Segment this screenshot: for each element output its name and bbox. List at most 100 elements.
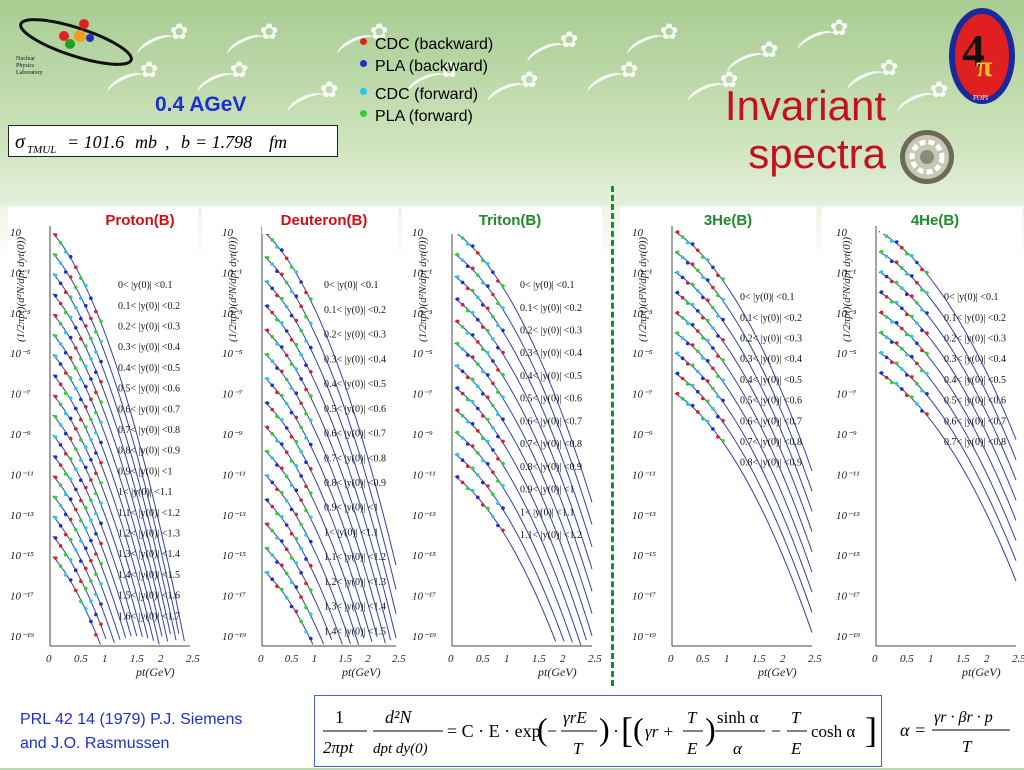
data-point: [79, 458, 83, 462]
data-point: [304, 581, 308, 586]
data-point: [270, 553, 275, 557]
data-point: [501, 328, 505, 333]
data-point: [470, 377, 475, 382]
x-tick-label: 1.5: [752, 653, 766, 665]
data-point: [496, 301, 500, 306]
x-tick-label: 2: [560, 653, 566, 665]
data-point: [294, 415, 299, 420]
data-point: [884, 375, 889, 380]
y-tick-label: 10⁻¹⁷: [412, 591, 436, 603]
data-point: [294, 561, 299, 565]
data-point: [68, 396, 73, 401]
data-point: [309, 442, 313, 447]
data-point: [299, 522, 303, 527]
svg-text:E: E: [790, 739, 802, 758]
data-point: [265, 570, 270, 575]
fit-curve: [52, 333, 163, 637]
data-point: [304, 314, 308, 319]
data-point: [460, 302, 465, 307]
data-point: [465, 353, 470, 357]
data-point: [275, 584, 279, 589]
data-point: [289, 580, 294, 584]
data-point: [711, 366, 715, 371]
data-point: [299, 352, 303, 357]
data-point: [68, 416, 73, 421]
data-point: [910, 253, 914, 258]
data-point: [265, 328, 270, 333]
data-point: [294, 342, 299, 347]
data-point: [68, 477, 73, 481]
data-point: [690, 403, 695, 408]
rapidity-bin-label: 1.2< |y(0)| <1.3: [324, 577, 386, 588]
rapidity-bin-label: 1.5< |y(0)| <1.6: [118, 591, 180, 602]
data-point: [304, 484, 308, 489]
x-tick-label: 1: [102, 653, 108, 665]
data-point: [299, 474, 303, 478]
flower-icon: ✿: [720, 68, 739, 93]
rapidity-bin-label: 0.7< |y(0)| <0.8: [740, 437, 802, 448]
data-point: [920, 267, 924, 272]
data-point: [99, 380, 103, 384]
data-point: [74, 548, 78, 552]
rapidity-bin-label: 0.6< |y(0)| <0.7: [740, 416, 802, 427]
data-point: [79, 417, 83, 422]
data-point: [84, 586, 88, 591]
data-point: [465, 264, 470, 269]
data-point: [696, 268, 700, 273]
data-point: [280, 345, 284, 349]
rapidity-bin-label: 1.4< |y(0)| <1.5: [118, 570, 180, 581]
reference-line1: PRL 42 14 (1979) P.J. Siemens: [20, 711, 243, 728]
data-point: [280, 539, 284, 543]
data-point: [63, 391, 68, 396]
data-point: [476, 406, 480, 411]
data-point: [465, 420, 470, 424]
data-point: [455, 430, 460, 435]
svg-text:−: −: [771, 721, 781, 741]
y-tick-label: 10: [10, 227, 22, 239]
data-point: [675, 331, 680, 335]
data-point: [706, 318, 710, 323]
x-axis-label: pt(GeV): [537, 665, 577, 679]
rapidity-bin-label: 1.4< |y(0)| <1.5: [324, 626, 386, 637]
rapidity-bin-label: 0.9< |y(0)| <1: [324, 503, 378, 514]
rapidity-bin-label: 0.6< |y(0)| <0.7: [520, 416, 582, 427]
x-tick-label: 1.5: [130, 653, 144, 665]
data-point: [481, 325, 485, 329]
data-point: [89, 559, 93, 563]
data-point: [58, 321, 63, 326]
flower-icon: ✿: [260, 20, 279, 45]
data-point: [68, 436, 73, 441]
data-point: [270, 528, 275, 533]
flower-icon: ✿: [560, 28, 579, 53]
data-point: [270, 359, 275, 363]
data-point: [910, 334, 914, 339]
fit-curve: [52, 495, 121, 640]
data-point: [84, 304, 88, 308]
x-tick-label: 2: [780, 653, 786, 665]
data-point: [63, 250, 68, 254]
rapidity-bin-label: 0.4< |y(0)| <0.5: [520, 371, 582, 382]
legend-item: CDC (backward): [360, 34, 493, 56]
data-point: [455, 319, 460, 324]
data-point: [63, 310, 68, 315]
data-point: [460, 480, 465, 485]
data-point: [721, 398, 725, 403]
formula-gamma-r: γr +: [645, 722, 674, 741]
data-point: [721, 378, 725, 383]
fit-curve: [52, 515, 115, 643]
data-point: [701, 255, 705, 259]
gear-icon: [900, 130, 954, 184]
formula-lhs-num: 1: [335, 707, 344, 727]
data-point: [94, 633, 98, 637]
data-point: [501, 306, 505, 310]
rapidity-bin-label: 0.8< |y(0)| <0.9: [324, 478, 386, 489]
data-point: [915, 301, 919, 305]
data-point: [99, 481, 103, 485]
y-tick-label: 10⁻¹⁵: [10, 550, 34, 562]
rapidity-bin-label: 0< |y(0)| <0.1: [740, 292, 794, 303]
data-point: [884, 295, 889, 299]
y-tick-label: 10⁻¹⁹: [412, 631, 436, 643]
formula-t1: T: [573, 739, 584, 758]
x-axis-label: pt(GeV): [961, 665, 1001, 679]
